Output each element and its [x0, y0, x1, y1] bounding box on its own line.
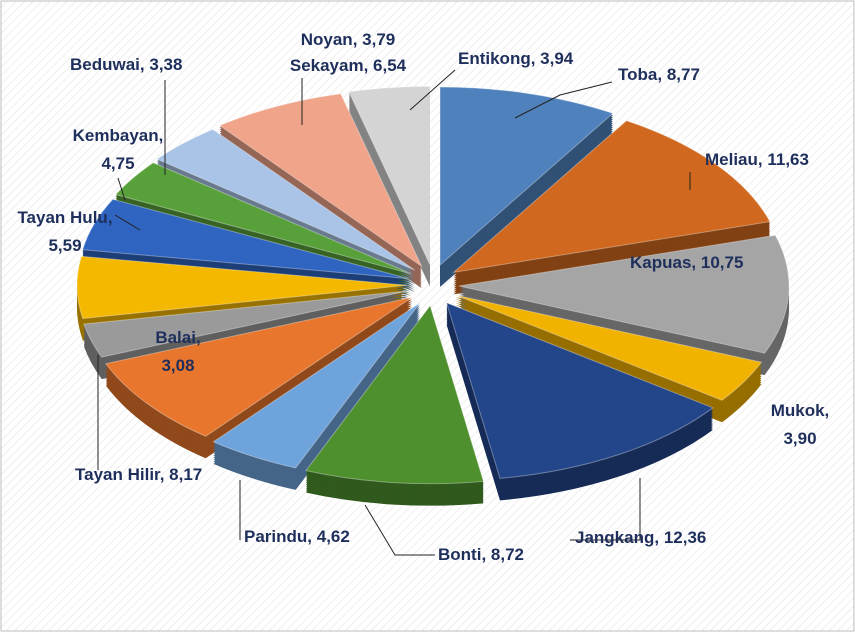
separator: , — [196, 328, 201, 347]
separator: , — [481, 545, 490, 564]
separator: , — [691, 253, 700, 272]
slice — [76, 255, 408, 320]
leader-line — [114, 214, 141, 231]
pie — [76, 85, 790, 506]
value-label: 8,77 — [667, 65, 700, 84]
value-label: 8,72 — [491, 545, 524, 564]
leader-line — [364, 504, 435, 556]
slice — [83, 290, 409, 358]
category-name: Jangkang — [575, 528, 654, 547]
separator: , — [531, 49, 540, 68]
separator: , — [108, 208, 113, 227]
slice — [212, 302, 421, 469]
labels: Toba, 8,77 Meliau, 11,63 Kapuas, 10,75 Muko… — [17, 30, 829, 564]
slice — [104, 296, 413, 437]
category-name: Toba — [618, 65, 658, 84]
slice — [305, 304, 485, 485]
separator: , — [654, 528, 663, 547]
data-label: Tayan Hulu, 5,59 — [17, 208, 112, 255]
separator: , — [159, 126, 164, 145]
data-label: Kapuas, 10,75 — [630, 253, 743, 272]
category-name: Sekayam — [290, 56, 364, 75]
data-label: Beduwai, 3,38 — [70, 55, 182, 74]
data-label: Jangkang, 12,36 — [575, 528, 706, 547]
slice — [155, 128, 416, 271]
separator: , — [825, 401, 830, 420]
data-label: Mukok, 3,90 — [771, 401, 830, 448]
data-label: Meliau, 11,63 — [705, 150, 809, 169]
leader-line — [514, 81, 613, 119]
slice — [439, 86, 614, 267]
category-name: Noyan — [301, 30, 353, 49]
leader-line — [409, 69, 456, 111]
value-label: 3,08 — [161, 356, 194, 375]
value-label: 4,75 — [101, 154, 134, 173]
slice — [455, 294, 763, 401]
category-name: Tayan Hilir — [75, 465, 161, 484]
category-name: Beduwai — [70, 55, 140, 74]
data-label: Tayan Hilir, 8,17 — [75, 465, 202, 484]
leader-line — [570, 478, 641, 541]
separator: , — [140, 55, 149, 74]
slice — [458, 234, 790, 354]
category-name: Kapuas — [630, 253, 691, 272]
slice — [81, 198, 409, 280]
value-label: 8,17 — [169, 465, 202, 484]
separator: , — [758, 150, 767, 169]
leader-line — [117, 177, 126, 201]
slice — [451, 120, 771, 274]
value-label: 3,94 — [540, 49, 574, 68]
value-label: 3,38 — [149, 55, 182, 74]
value-label: 10,75 — [701, 253, 744, 272]
category-name: Tayan Hulu — [17, 208, 107, 227]
data-label: Toba, 8,77 — [618, 65, 700, 84]
data-label: Noyan, 3,79 — [301, 30, 396, 49]
category-name: Meliau — [705, 150, 758, 169]
value-label: 6,54 — [373, 56, 407, 75]
slice — [445, 301, 714, 479]
separator: , — [657, 65, 666, 84]
data-label: Sekayam, 6,54 — [290, 56, 407, 75]
category-name: Kembayan — [73, 126, 159, 145]
value-label: 12,36 — [664, 528, 707, 547]
value-label: 4,62 — [317, 527, 350, 546]
category-name: Mukok — [771, 401, 825, 420]
value-label: 3,90 — [783, 429, 816, 448]
slice — [114, 162, 412, 275]
category-name: Bonti — [438, 545, 481, 564]
value-label: 5,59 — [48, 236, 81, 255]
value-label: 11,63 — [767, 150, 809, 169]
category-name: Entikong — [458, 49, 531, 68]
data-label: Parindu, 4,62 — [244, 527, 350, 546]
slice — [348, 85, 431, 265]
separator: , — [160, 465, 169, 484]
data-label: Balai, 3,08 — [155, 328, 200, 375]
category-name: Parindu — [244, 527, 307, 546]
slice — [218, 93, 423, 268]
value-label: 3,79 — [362, 30, 395, 49]
separator: , — [353, 30, 362, 49]
data-label: Bonti, 8,72 — [438, 545, 524, 564]
separator: , — [307, 527, 316, 546]
data-label: Kembayan, 4,75 — [73, 126, 164, 173]
category-name: Balai — [155, 328, 196, 347]
data-label: Entikong, 3,94 — [458, 49, 574, 68]
separator: , — [364, 56, 373, 75]
